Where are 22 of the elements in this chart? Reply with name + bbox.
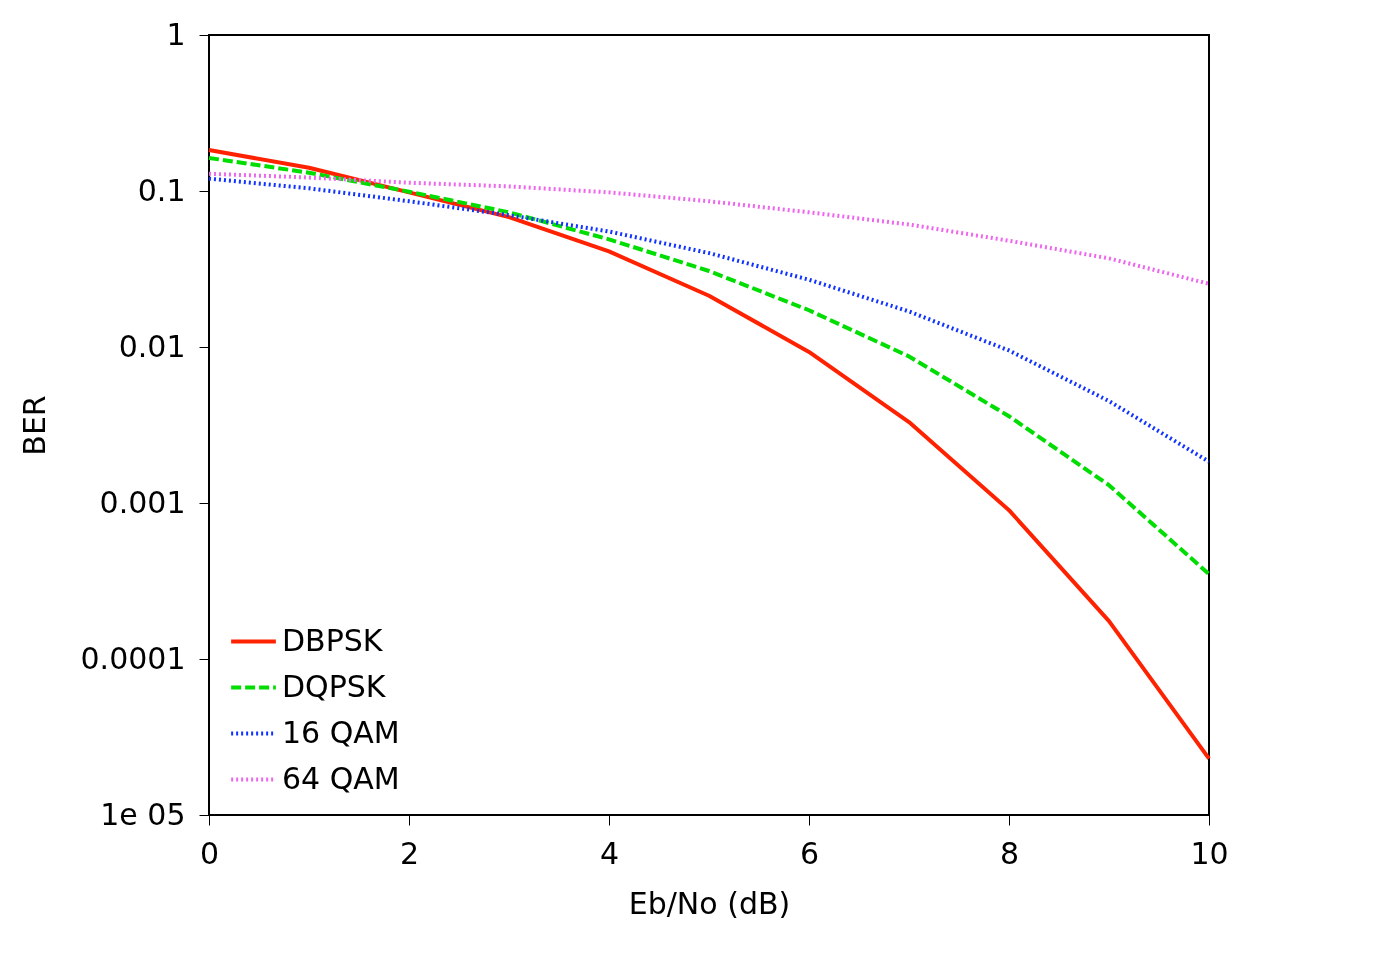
line-series bbox=[207, 171, 1211, 286]
line-series bbox=[207, 148, 1211, 761]
x-tick-label: 8 bbox=[999, 835, 1020, 871]
y-tick-label: 0.01 bbox=[118, 328, 186, 364]
y-tick-label: 0.1 bbox=[137, 172, 186, 208]
line-series bbox=[207, 176, 1211, 464]
x-tick-label: 6 bbox=[799, 835, 820, 871]
x-tick-label: 10 bbox=[1190, 835, 1229, 871]
y-axis-title: BER bbox=[16, 395, 52, 456]
y-tick-label: 0.001 bbox=[99, 484, 186, 520]
y-tick-label: 1 bbox=[166, 16, 186, 52]
x-tick-label: 4 bbox=[599, 835, 620, 871]
legend-label: 64 QAM bbox=[282, 760, 400, 796]
legend-label: DBPSK bbox=[282, 622, 384, 658]
x-tick-label: 0 bbox=[199, 835, 220, 871]
y-tick-label: 1e 05 bbox=[100, 796, 186, 832]
legend-label: DQPSK bbox=[282, 668, 387, 704]
x-axis-title: Eb/No (dB) bbox=[628, 885, 791, 921]
line-series bbox=[207, 155, 1211, 577]
y-tick-label: 0.0001 bbox=[80, 640, 186, 676]
legend-label: 16 QAM bbox=[282, 714, 400, 750]
x-tick-label: 2 bbox=[399, 835, 420, 871]
